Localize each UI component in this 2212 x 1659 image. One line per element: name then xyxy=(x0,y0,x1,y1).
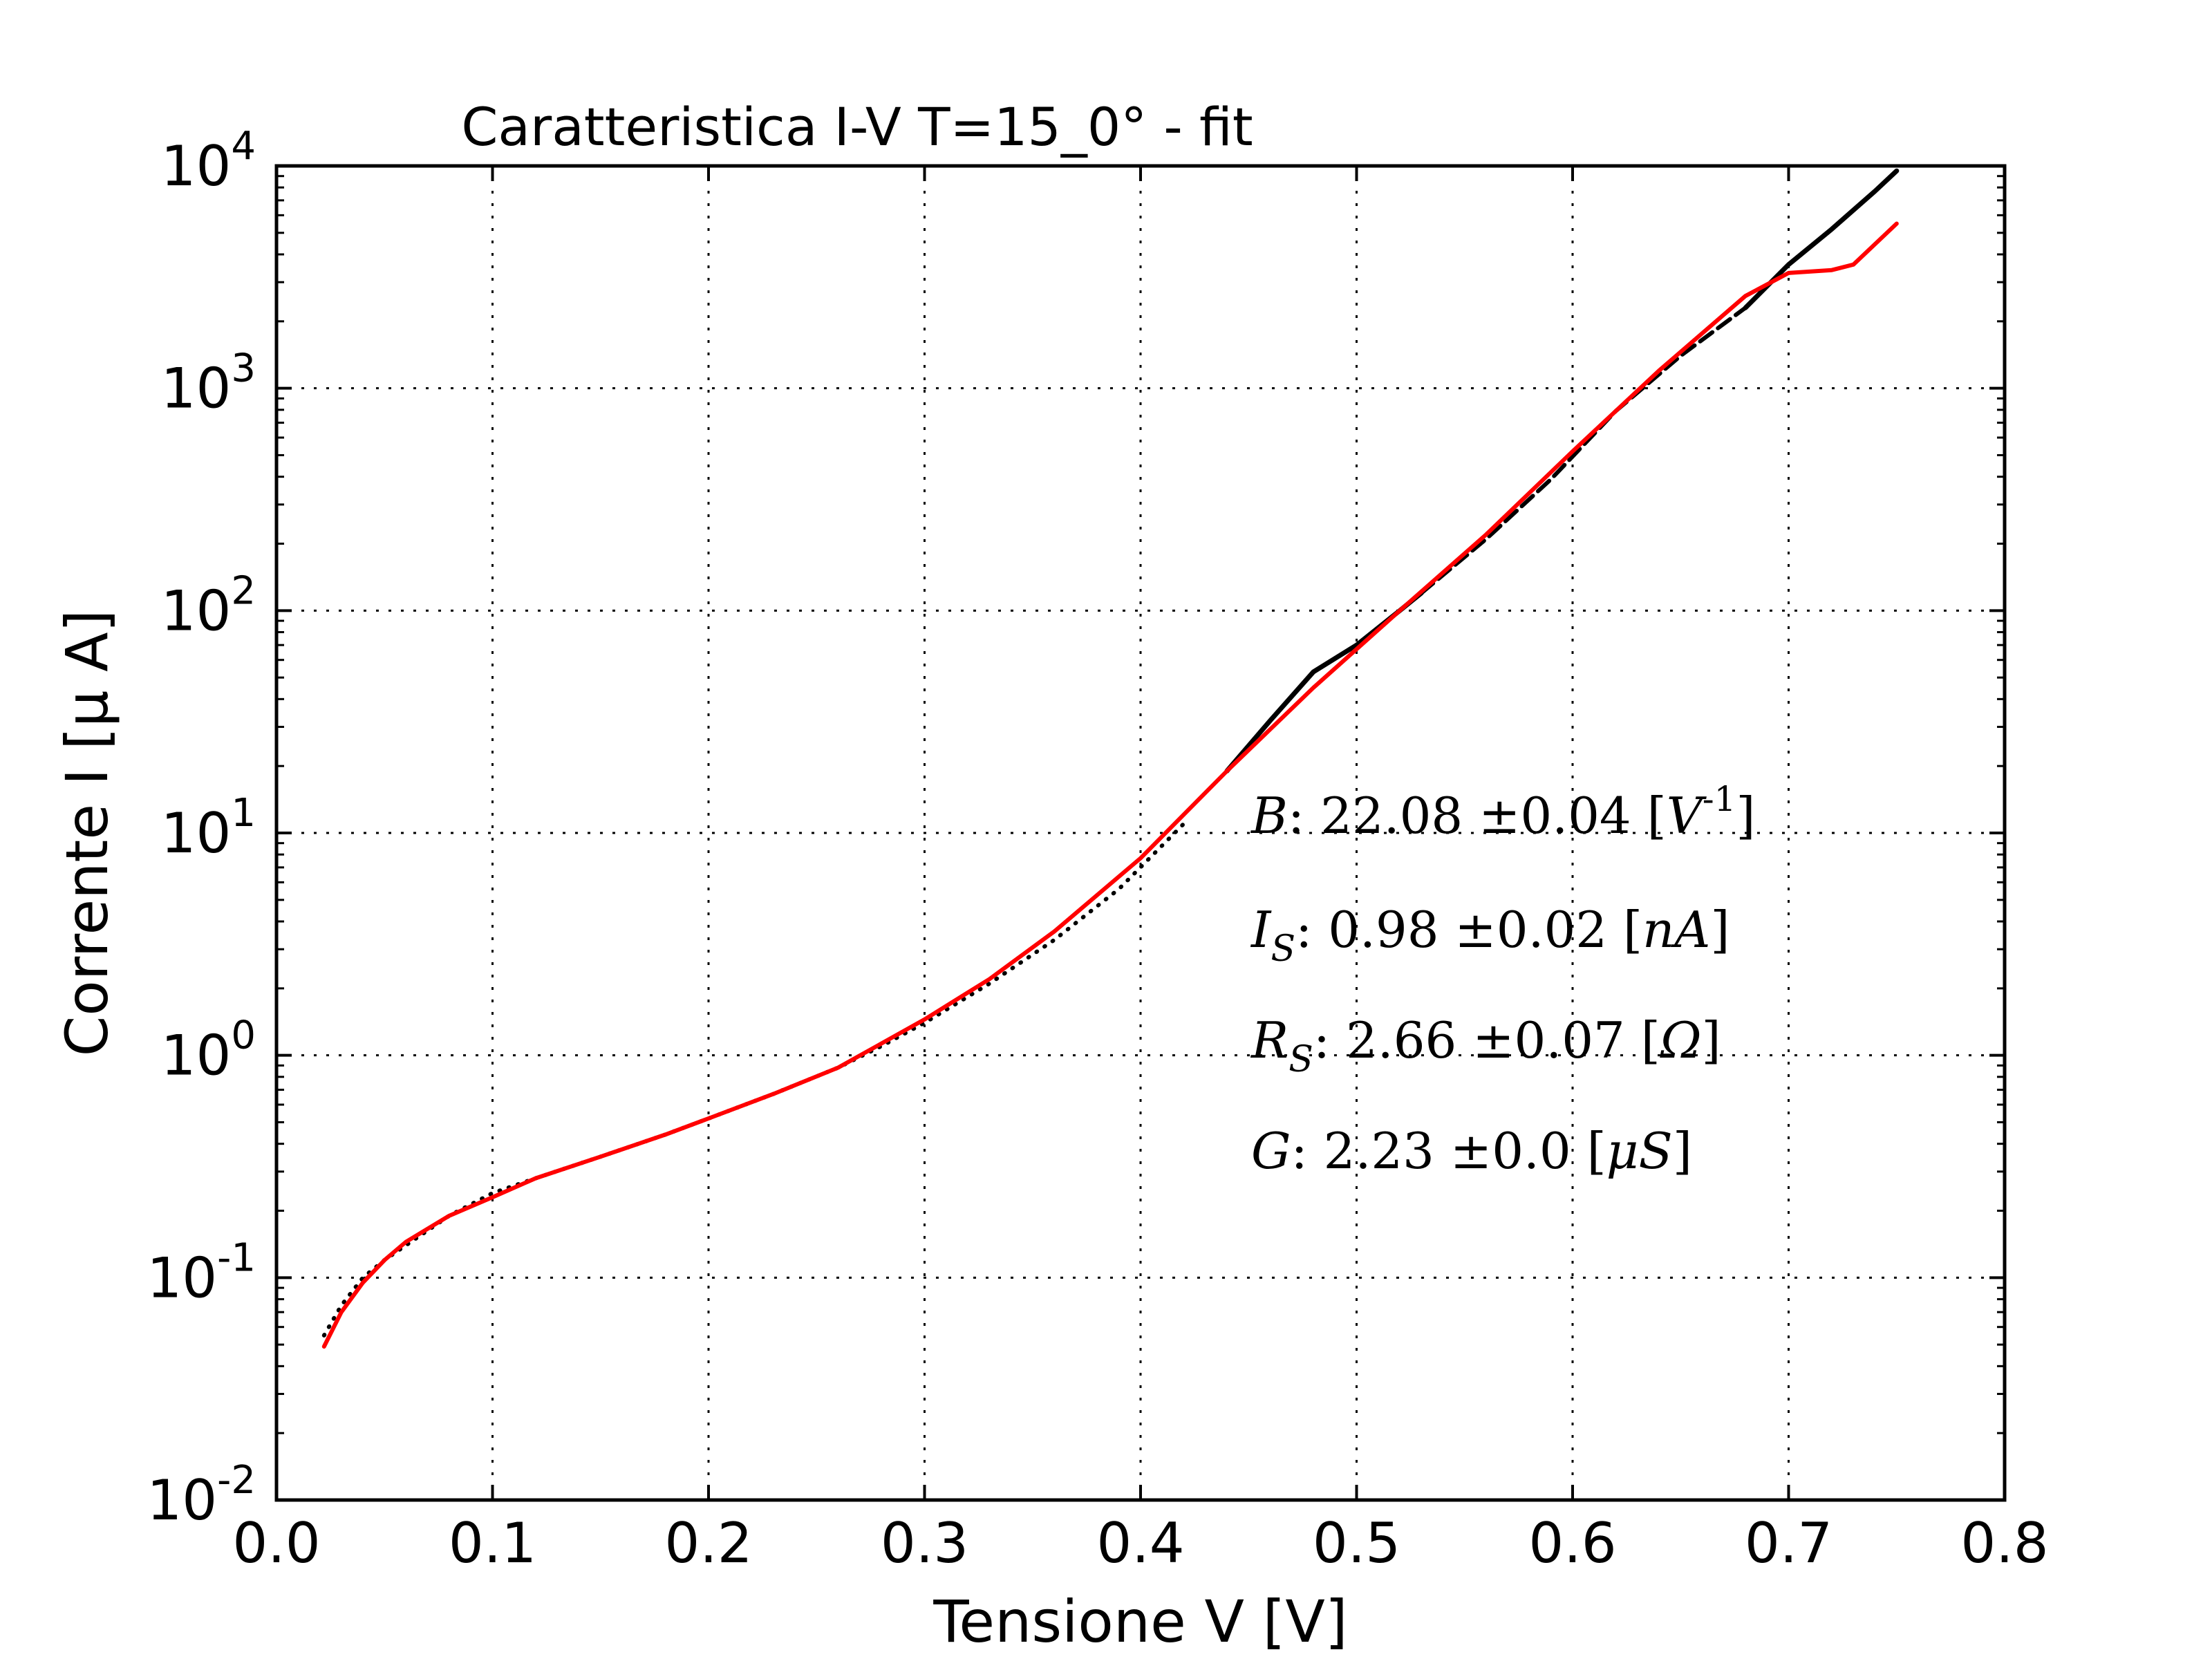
fit-parameters: B: 22.08 ±0.04 [V-1] IS: 0.98 ±0.02 [nA] R… xyxy=(1250,779,1756,1180)
series-group xyxy=(321,168,1900,1349)
x-tick-label: 0.1 xyxy=(449,1511,536,1575)
y-tick-label: 101 xyxy=(161,791,256,865)
ticks xyxy=(275,165,2006,1501)
chart-title: Caratteristica I-V T=15_0° - fit xyxy=(461,96,1253,158)
y-tick-label: 10-1 xyxy=(147,1235,256,1310)
fit-param-i: IS: 0.98 ±0.02 [nA] xyxy=(1250,901,1730,970)
series-line-2 xyxy=(1419,306,1747,595)
series-line-0 xyxy=(321,821,1186,1338)
y-tick-label: 100 xyxy=(161,1013,256,1088)
series-line-3 xyxy=(1743,168,1900,310)
series-line-4 xyxy=(321,221,1899,1349)
y-tick-label: 104 xyxy=(161,124,256,198)
x-tick-label: 0.7 xyxy=(1745,1511,1833,1575)
fit-param-g: G: 2.23 ±0.0 [μS] xyxy=(1251,1122,1692,1180)
y-tick-label: 103 xyxy=(161,346,256,421)
x-tick-label: 0.5 xyxy=(1313,1511,1400,1575)
x-tick-label: 0.8 xyxy=(1960,1511,2048,1575)
x-tick-label: 0.3 xyxy=(881,1511,968,1575)
fit-param-r: RS: 2.66 ±0.07 [Ω] xyxy=(1250,1011,1721,1080)
y-tick-label: 102 xyxy=(161,568,256,643)
x-tick-label: 0.2 xyxy=(664,1511,752,1575)
grid xyxy=(276,166,2005,1500)
y-tick-label: 10-2 xyxy=(147,1458,256,1533)
x-axis-label: Tensione V [V] xyxy=(932,1588,1347,1656)
x-tick-label: 0.6 xyxy=(1528,1511,1616,1575)
y-tick-labels: 10-2 10-1 100 101 102 103 104 xyxy=(147,124,256,1533)
fit-param-b: B: 22.08 ±0.04 [V-1] xyxy=(1250,779,1756,845)
x-tick-label: 0.0 xyxy=(232,1511,320,1575)
x-tick-label: 0.4 xyxy=(1096,1511,1184,1575)
x-tick-labels: 0.0 0.1 0.2 0.3 0.4 0.5 0.6 0.7 0.8 xyxy=(232,1511,2048,1575)
y-axis-label: Corrente I [μ A] xyxy=(53,610,121,1057)
